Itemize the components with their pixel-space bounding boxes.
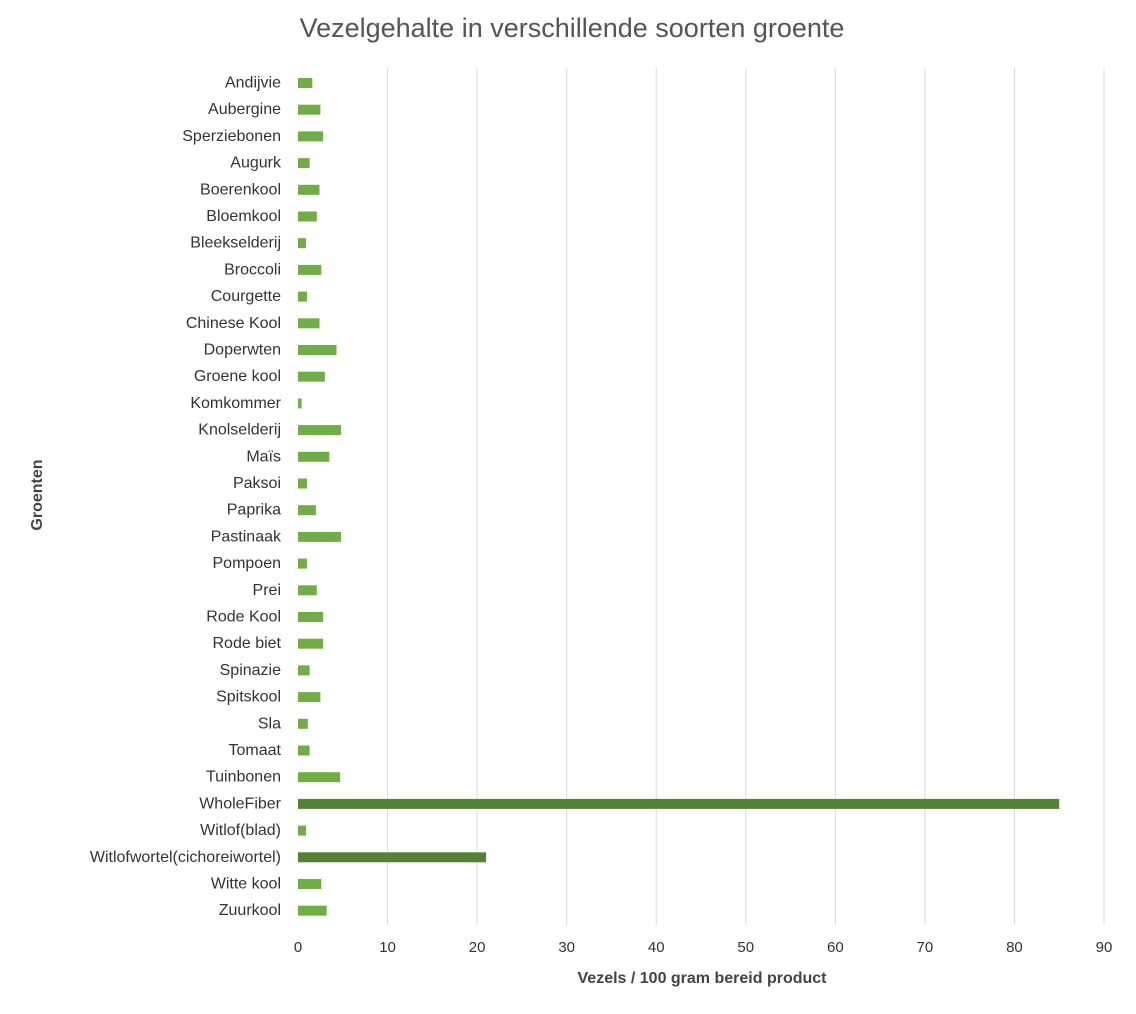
category-label: Tomaat xyxy=(229,742,282,759)
bar xyxy=(298,318,320,329)
bar xyxy=(298,745,310,756)
bar xyxy=(298,478,307,489)
category-label: Zuurkool xyxy=(219,902,281,919)
category-label: Sla xyxy=(258,715,281,732)
category-label: Augurk xyxy=(230,155,282,172)
bar xyxy=(298,665,310,676)
bar xyxy=(298,264,322,275)
x-tick-labels: 0 10 20 30 40 50 60 70 80 90 xyxy=(294,939,1113,956)
category-label: Spinazie xyxy=(220,662,281,679)
category-label: Paprika xyxy=(227,502,281,519)
category-label: Pastinaak xyxy=(211,528,282,545)
category-label: Courgette xyxy=(211,288,281,305)
bar xyxy=(298,905,327,916)
category-label: Doperwten xyxy=(204,342,281,359)
x-tick-label: 80 xyxy=(1006,939,1023,956)
x-tick-label: 40 xyxy=(648,939,665,956)
category-label: Bleekselderij xyxy=(190,235,281,252)
bar xyxy=(298,505,316,516)
chart-title: Vezelgehalte in verschillende soorten gr… xyxy=(300,13,845,43)
category-label: Witlofwortel(cichoreiwortel) xyxy=(90,849,281,866)
bar xyxy=(298,78,313,88)
bar xyxy=(298,798,1060,809)
bar xyxy=(298,451,330,462)
category-label: Chinese Kool xyxy=(186,315,281,332)
category-label: Maïs xyxy=(246,448,281,465)
x-tick-label: 30 xyxy=(558,939,575,956)
category-label: Knolselderij xyxy=(198,422,281,439)
category-label: Witte kool xyxy=(211,876,281,893)
bar xyxy=(298,158,310,169)
bar xyxy=(298,772,341,783)
category-label: Bloemkool xyxy=(206,208,281,225)
bar xyxy=(298,558,307,569)
category-label: Witlof(blad) xyxy=(200,822,281,839)
category-label: Sperziebonen xyxy=(182,128,281,145)
category-label: Prei xyxy=(253,582,281,599)
category-label: Groene kool xyxy=(194,368,281,385)
bar xyxy=(298,131,324,142)
category-label: Paksoi xyxy=(233,475,281,492)
bar xyxy=(298,531,341,542)
y-axis-title: Groenten xyxy=(29,459,46,530)
x-tick-label: 10 xyxy=(379,939,396,956)
category-label: Spitskool xyxy=(216,689,281,706)
bar xyxy=(298,398,302,409)
x-tick-label: 50 xyxy=(737,939,754,956)
category-label: Aubergine xyxy=(208,101,281,118)
bar xyxy=(298,425,341,436)
category-label: Broccoli xyxy=(224,261,281,278)
bar xyxy=(298,612,324,622)
x-tick-label: 60 xyxy=(827,939,844,956)
bar xyxy=(298,638,324,649)
category-label: Pompoen xyxy=(213,555,282,572)
category-label: Boerenkool xyxy=(200,181,281,198)
bar xyxy=(298,718,308,729)
bar xyxy=(298,692,321,703)
category-label: WholeFiber xyxy=(199,795,281,812)
bar xyxy=(298,184,320,195)
category-labels: Andijvie Aubergine Sperziebonen Augurk Boere… xyxy=(90,75,282,920)
bar xyxy=(298,211,317,222)
bar xyxy=(298,852,487,863)
category-label: Rode biet xyxy=(213,635,282,652)
x-tick-label: 20 xyxy=(469,939,486,956)
category-label: Komkommer xyxy=(190,395,281,412)
category-label: Tuinbonen xyxy=(206,769,281,786)
x-axis-title: Vezels / 100 gram bereid product xyxy=(578,970,828,987)
bar xyxy=(298,104,321,115)
bar xyxy=(298,879,322,889)
bar xyxy=(298,345,337,355)
x-tick-label: 90 xyxy=(1096,939,1113,956)
bar xyxy=(298,291,307,302)
x-tick-label: 70 xyxy=(917,939,934,956)
bar xyxy=(298,238,307,249)
gridlines xyxy=(387,68,1105,925)
category-label: Andijvie xyxy=(225,75,281,92)
bar xyxy=(298,371,325,382)
bar xyxy=(298,825,307,836)
bar xyxy=(298,585,317,596)
category-label: Rode Kool xyxy=(206,609,281,626)
x-tick-label: 0 xyxy=(294,939,302,956)
bars xyxy=(298,78,1060,916)
